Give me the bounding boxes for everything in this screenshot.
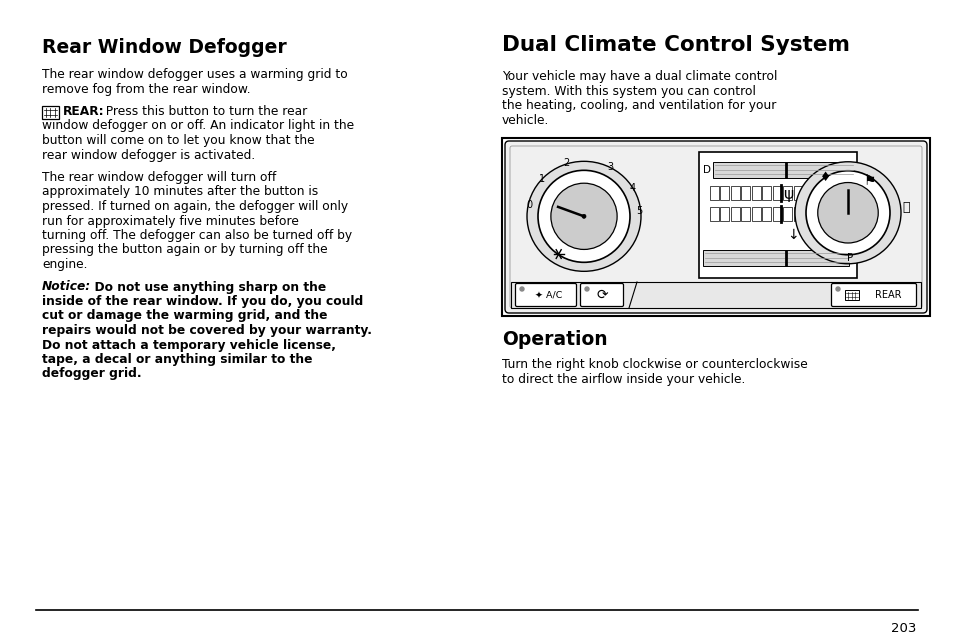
Text: Dual Climate Control System: Dual Climate Control System xyxy=(501,35,849,55)
Text: 4: 4 xyxy=(629,183,635,193)
Bar xyxy=(824,207,833,221)
Bar xyxy=(720,186,728,200)
Text: ⚑: ⚑ xyxy=(862,174,876,188)
Text: window defogger on or off. An indicator light in the: window defogger on or off. An indicator … xyxy=(42,120,354,132)
Text: pressed. If turned on again, the defogger will only: pressed. If turned on again, the defogge… xyxy=(42,200,348,213)
Text: ♦: ♦ xyxy=(820,171,831,184)
Bar xyxy=(814,186,822,200)
Bar xyxy=(751,207,760,221)
Bar xyxy=(730,186,739,200)
Text: vehicle.: vehicle. xyxy=(501,113,549,127)
Text: 1: 1 xyxy=(538,174,545,184)
Text: ψ: ψ xyxy=(782,187,792,202)
Bar xyxy=(712,162,852,178)
Text: approximately 10 minutes after the button is: approximately 10 minutes after the butto… xyxy=(42,186,318,198)
Text: ⟳: ⟳ xyxy=(596,288,607,302)
Text: The rear window defogger will turn off: The rear window defogger will turn off xyxy=(42,171,276,184)
Text: to direct the airflow inside your vehicle.: to direct the airflow inside your vehicl… xyxy=(501,373,744,385)
Text: repairs would not be covered by your warranty.: repairs would not be covered by your war… xyxy=(42,324,372,337)
Text: P: P xyxy=(846,253,852,263)
Bar xyxy=(702,250,848,266)
FancyBboxPatch shape xyxy=(504,141,926,313)
Text: Rear Window Defogger: Rear Window Defogger xyxy=(42,38,287,57)
Bar xyxy=(814,207,822,221)
Bar xyxy=(720,207,728,221)
Bar xyxy=(42,106,59,119)
Text: The rear window defogger uses a warming grid to: The rear window defogger uses a warming … xyxy=(42,68,348,81)
Text: Do not attach a temporary vehicle license,: Do not attach a temporary vehicle licens… xyxy=(42,338,335,352)
Bar xyxy=(501,138,929,316)
Text: 🚗: 🚗 xyxy=(902,201,909,214)
Text: pressing the button again or by turning off the: pressing the button again or by turning … xyxy=(42,244,327,256)
Text: ✦ A/C: ✦ A/C xyxy=(535,291,562,300)
Text: system. With this system you can control: system. With this system you can control xyxy=(501,85,755,97)
Circle shape xyxy=(835,287,840,291)
Bar xyxy=(740,186,749,200)
Circle shape xyxy=(805,170,889,255)
Text: run for approximately five minutes before: run for approximately five minutes befor… xyxy=(42,214,298,228)
Circle shape xyxy=(550,183,617,249)
Bar xyxy=(751,186,760,200)
Text: D: D xyxy=(702,165,710,175)
Bar xyxy=(803,207,812,221)
Text: 0: 0 xyxy=(526,200,532,210)
Text: REAR:: REAR: xyxy=(63,105,105,118)
Bar xyxy=(803,186,812,200)
Circle shape xyxy=(817,183,878,243)
Text: Do not use anything sharp on the: Do not use anything sharp on the xyxy=(86,280,326,293)
Circle shape xyxy=(519,287,523,291)
Text: 203: 203 xyxy=(890,622,915,635)
Bar xyxy=(730,207,739,221)
Text: Notice:: Notice: xyxy=(42,280,91,293)
Text: cut or damage the warming grid, and the: cut or damage the warming grid, and the xyxy=(42,310,327,322)
Bar xyxy=(699,152,856,278)
Bar xyxy=(761,186,770,200)
Text: defogger grid.: defogger grid. xyxy=(42,368,141,380)
Text: 3: 3 xyxy=(607,162,613,172)
Text: rear window defogger is activated.: rear window defogger is activated. xyxy=(42,148,255,162)
Bar xyxy=(772,186,781,200)
Text: Press this button to turn the rear: Press this button to turn the rear xyxy=(98,105,307,118)
Bar xyxy=(835,207,843,221)
Ellipse shape xyxy=(794,162,900,264)
Text: the heating, cooling, and ventilation for your: the heating, cooling, and ventilation fo… xyxy=(501,99,776,112)
Text: turning off. The defogger can also be turned off by: turning off. The defogger can also be tu… xyxy=(42,229,352,242)
Text: REAR: REAR xyxy=(874,290,901,300)
Bar xyxy=(772,207,781,221)
Circle shape xyxy=(584,287,588,291)
Text: Your vehicle may have a dual climate control: Your vehicle may have a dual climate con… xyxy=(501,70,777,83)
Text: ↓: ↓ xyxy=(786,228,798,242)
Circle shape xyxy=(581,214,585,218)
Text: button will come on to let you know that the: button will come on to let you know that… xyxy=(42,134,314,147)
Text: 5: 5 xyxy=(636,207,642,216)
Bar xyxy=(709,207,718,221)
Bar xyxy=(782,207,791,221)
Bar xyxy=(824,186,833,200)
Bar xyxy=(793,207,801,221)
Text: inside of the rear window. If you do, you could: inside of the rear window. If you do, yo… xyxy=(42,295,363,308)
FancyBboxPatch shape xyxy=(579,284,623,307)
Text: tape, a decal or anything similar to the: tape, a decal or anything similar to the xyxy=(42,353,313,366)
Circle shape xyxy=(537,170,629,262)
FancyBboxPatch shape xyxy=(515,284,576,307)
Bar xyxy=(782,186,791,200)
Ellipse shape xyxy=(526,162,640,272)
Bar xyxy=(761,207,770,221)
Text: 2: 2 xyxy=(563,158,569,168)
Text: Operation: Operation xyxy=(501,330,607,349)
Bar xyxy=(844,290,858,300)
Bar xyxy=(709,186,718,200)
Bar xyxy=(740,207,749,221)
Bar xyxy=(793,186,801,200)
Bar xyxy=(835,186,843,200)
Text: engine.: engine. xyxy=(42,258,88,271)
Bar xyxy=(511,282,920,308)
Text: remove fog from the rear window.: remove fog from the rear window. xyxy=(42,83,251,95)
FancyBboxPatch shape xyxy=(831,284,916,307)
Text: Turn the right knob clockwise or counterclockwise: Turn the right knob clockwise or counter… xyxy=(501,358,807,371)
